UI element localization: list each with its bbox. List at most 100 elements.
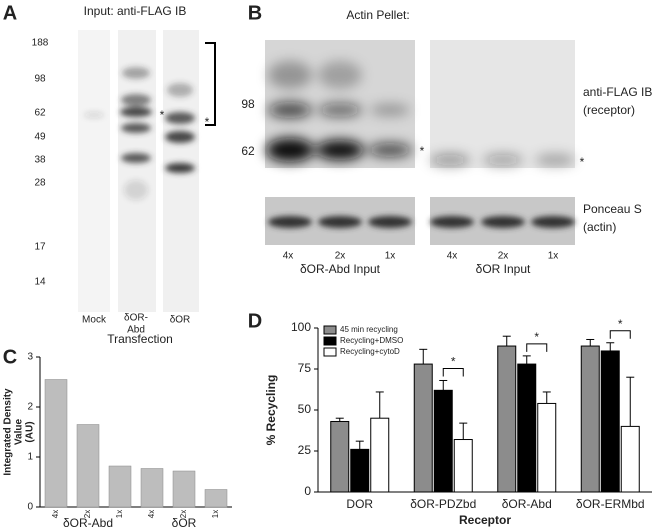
lane-label: 1x: [385, 251, 396, 262]
bar: [370, 417, 390, 493]
lane-label: 2x: [498, 251, 509, 262]
size-marker: 17: [34, 242, 46, 253]
bar: [413, 363, 433, 493]
side-label: Ponceau S: [583, 202, 642, 216]
error-bar: [502, 335, 511, 347]
error-bar: [459, 422, 468, 440]
error-bar: [626, 376, 635, 427]
x-tick-label: 1x: [211, 510, 220, 518]
y-tick-label: 3: [27, 352, 33, 363]
significance-bracket: [526, 343, 548, 352]
blot-b: [265, 40, 575, 245]
y-tick-label: 0: [27, 502, 33, 513]
error-bar: [419, 348, 428, 365]
group-label: δOR-Abd Input: [300, 262, 381, 276]
size-marker: 98: [34, 74, 46, 85]
error-bar: [542, 391, 551, 404]
error-bar: [335, 417, 344, 422]
group-label: δOR Input: [476, 262, 531, 276]
legend-label: Recycling+cytoD: [340, 347, 400, 356]
size-marker: 188: [32, 38, 49, 49]
panel-label: C: [3, 346, 17, 368]
significance-star: *: [618, 317, 623, 331]
lane-label: Mock: [82, 315, 107, 326]
size-marker: 49: [34, 132, 46, 143]
error-bar: [606, 342, 615, 351]
bracket: [205, 42, 216, 126]
x-tick-label: 1x: [115, 510, 124, 518]
bar: [537, 402, 557, 493]
panel-label: A: [3, 2, 17, 24]
blot-a: [78, 30, 199, 312]
size-marker: 98: [241, 97, 255, 111]
star: *: [205, 115, 210, 129]
group-label: δOR-Abd: [63, 516, 113, 530]
star: *: [160, 108, 165, 122]
bar: [172, 470, 196, 508]
y-axis-label: Value: [14, 419, 25, 446]
y-axis-label: Integrated Density: [3, 388, 14, 476]
x-tick-label: 4x: [147, 510, 156, 518]
panel-label: D: [248, 310, 262, 332]
bar: [350, 448, 370, 493]
y-axis-label: (AU): [25, 421, 36, 442]
bar: [204, 489, 228, 508]
significance-bracket: [609, 330, 631, 339]
error-bar: [522, 355, 531, 365]
legend-swatch: [323, 325, 337, 335]
bar: [600, 350, 620, 493]
size-marker: 14: [34, 277, 46, 288]
bar: [44, 379, 68, 508]
legend-swatch: [323, 347, 337, 357]
side-label: (receptor): [583, 103, 635, 117]
error-bar: [355, 440, 364, 450]
bar: [330, 420, 350, 493]
size-marker: 28: [34, 178, 46, 189]
x-tick-label: δOR-Abd: [502, 497, 552, 511]
group-label: δOR: [172, 516, 197, 530]
legend-label: Recycling+DMSO: [340, 336, 403, 345]
y-axis-label: % Recycling: [264, 375, 278, 446]
y-tick-label: 2: [27, 402, 33, 413]
y-tick-label: 0: [304, 484, 311, 498]
x-tick-label: DOR: [346, 497, 373, 511]
lane-label: 4x: [447, 251, 458, 262]
blot-title: Actin Pellet:: [346, 8, 409, 22]
side-label: (actin): [583, 220, 616, 234]
error-bar: [439, 379, 448, 391]
legend-swatch: [323, 336, 337, 346]
lane-label: 2x: [335, 251, 346, 262]
significance-star: *: [451, 355, 456, 369]
y-tick-label: 50: [298, 402, 312, 416]
y-tick-label: 75: [298, 361, 312, 375]
bar: [76, 424, 100, 508]
bar: [453, 439, 473, 493]
size-marker: 38: [34, 155, 46, 166]
y-tick-label: 1: [27, 452, 33, 463]
x-tick-label: 2x: [179, 510, 188, 518]
y-tick-label: 25: [298, 443, 312, 457]
lane-label: δOR-: [124, 313, 148, 324]
significance-bracket: [442, 367, 464, 377]
axis-label: Transfection: [107, 332, 173, 346]
bar: [108, 465, 132, 508]
bar: [497, 345, 517, 493]
side-label: anti-FLAG IB: [583, 85, 652, 99]
x-axis-label: Receptor: [459, 513, 511, 527]
bar: [140, 468, 164, 508]
x-tick-label: 2x: [83, 510, 92, 518]
error-bar: [375, 391, 384, 419]
error-bar: [586, 338, 595, 347]
bar: [517, 363, 537, 493]
bar: [580, 345, 600, 493]
x-tick-label: δOR-ERMbd: [576, 497, 645, 511]
star: *: [580, 155, 585, 169]
significance-star: *: [534, 330, 539, 344]
panel-label: B: [248, 2, 262, 24]
star: *: [420, 144, 425, 158]
x-tick-label: δOR-PDZbd: [410, 497, 476, 511]
y-tick-label: 100: [291, 320, 311, 334]
blot-title: Input: anti-FLAG IB: [84, 4, 187, 18]
bar: [620, 425, 640, 493]
